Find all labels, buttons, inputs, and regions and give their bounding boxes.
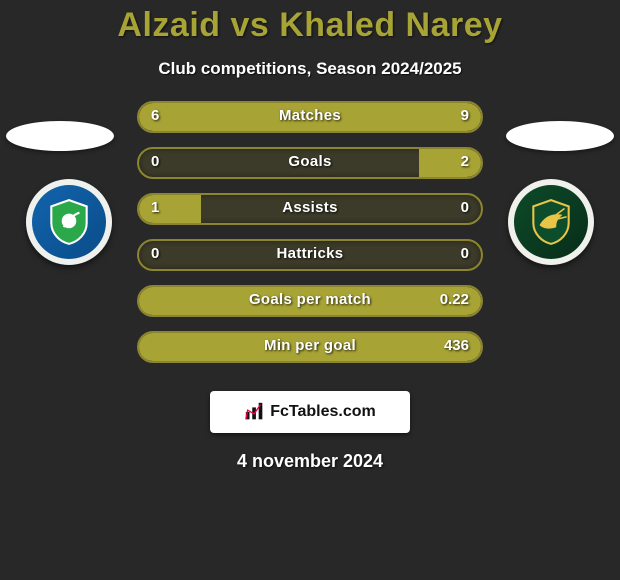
stat-bar: 00Hattricks xyxy=(137,239,483,271)
bar-label: Goals per match xyxy=(139,291,481,308)
bar-label: Goals xyxy=(139,153,481,170)
club-badge-left xyxy=(26,179,112,265)
player-ellipse-right xyxy=(506,121,614,151)
stat-bar: 436Min per goal xyxy=(137,331,483,363)
stat-bars: 69Matches 02Goals 10Assists 00Hattricks 0.22… xyxy=(137,101,483,377)
stat-bar: 0.22Goals per match xyxy=(137,285,483,317)
bar-label: Hattricks xyxy=(139,245,481,262)
club-crest-right-icon xyxy=(525,196,577,248)
brand-text: FcTables.com xyxy=(270,403,376,421)
player-ellipse-left xyxy=(6,121,114,151)
page-title: Alzaid vs Khaled Narey xyxy=(0,0,620,45)
subtitle: Club competitions, Season 2024/2025 xyxy=(0,59,620,79)
stat-bar: 10Assists xyxy=(137,193,483,225)
stat-bar: 02Goals xyxy=(137,147,483,179)
bar-label: Min per goal xyxy=(139,337,481,354)
date-text: 4 november 2024 xyxy=(0,451,620,472)
club-badge-right xyxy=(508,179,594,265)
club-crest-left-icon xyxy=(43,196,95,248)
brand-logo: FcTables.com xyxy=(210,391,410,433)
stat-bar: 69Matches xyxy=(137,101,483,133)
bar-label: Matches xyxy=(139,107,481,124)
chart-icon xyxy=(244,401,266,423)
bar-label: Assists xyxy=(139,199,481,216)
